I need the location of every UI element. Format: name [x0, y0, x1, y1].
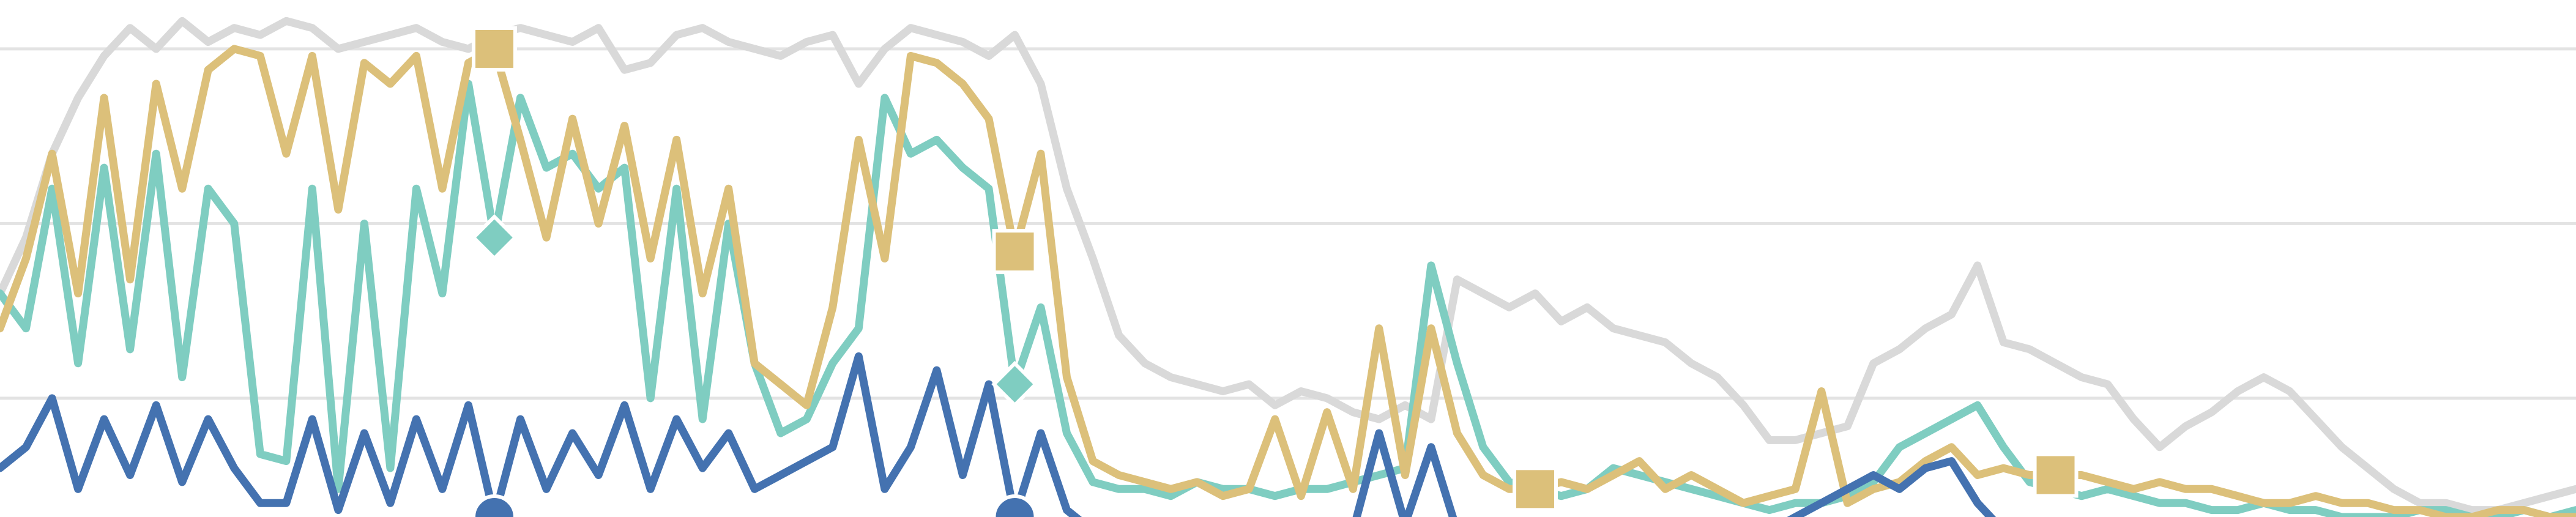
- marker: [992, 494, 1038, 517]
- marker: [471, 494, 517, 517]
- series-line: [0, 45, 2576, 517]
- marker: [471, 26, 517, 72]
- series-line: [0, 17, 2576, 515]
- plot-area: [0, 17, 2576, 517]
- series-line: [0, 352, 1997, 517]
- marker: [992, 229, 1038, 275]
- series-line: [0, 80, 2576, 517]
- marker: [1512, 466, 1558, 512]
- marker: [2033, 452, 2079, 498]
- marker: [991, 360, 1038, 408]
- marker: [471, 214, 518, 261]
